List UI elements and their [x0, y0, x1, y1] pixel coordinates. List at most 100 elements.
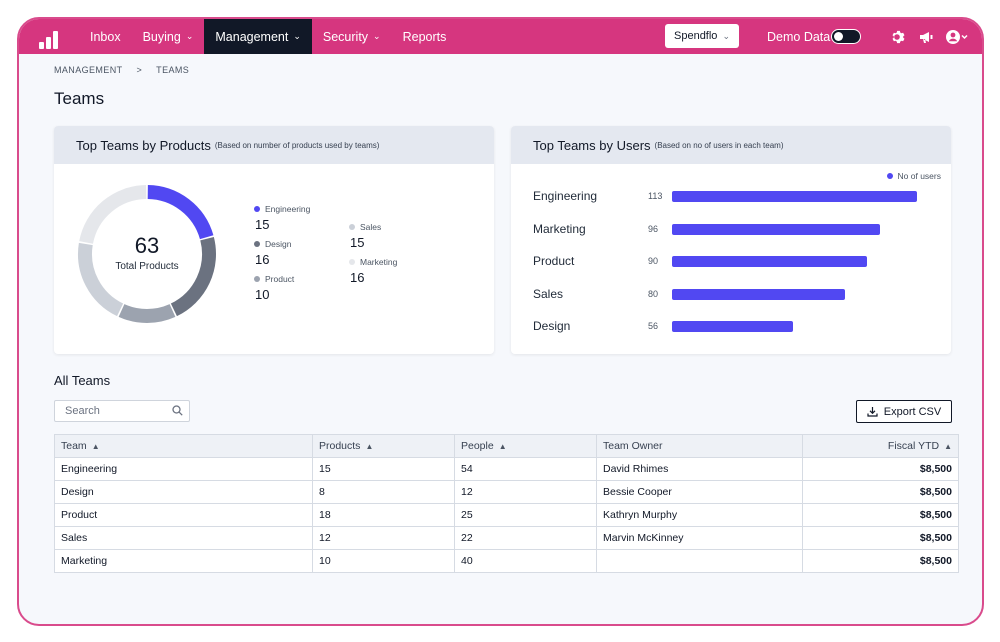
nav-management[interactable]: Management ⌄ [204, 19, 312, 54]
table-row[interactable]: Marketing 10 40 $8,500 [54, 549, 959, 573]
org-select[interactable]: Spendflo ⌄ [665, 24, 739, 48]
cell-products: 18 [312, 503, 455, 527]
cell-team-owner: Marvin McKinney [596, 526, 803, 550]
nav-reports[interactable]: Reports [392, 19, 458, 54]
users-card: Top Teams by Users (Based on no of users… [511, 126, 951, 354]
logo-icon[interactable] [39, 25, 63, 49]
legend-value: 16 [255, 252, 270, 267]
org-select-label: Spendflo [674, 30, 718, 42]
bar-row-engineering: Engineering 113 [533, 189, 933, 205]
cell-fiscal-ytd: $8,500 [802, 457, 959, 481]
donut-total-label: Total Products [115, 261, 179, 272]
donut-center: 63 Total Products [74, 233, 220, 272]
cell-team: Sales [54, 526, 313, 550]
cell-team-owner: David Rhimes [596, 457, 803, 481]
table-row[interactable]: Product 18 25 Kathryn Murphy $8,500 [54, 503, 959, 527]
slice-design [170, 236, 216, 317]
legend-dot [886, 173, 893, 179]
cell-products: 15 [312, 457, 455, 481]
column-label: Fiscal YTD [887, 440, 940, 452]
cell-products: 12 [312, 526, 455, 550]
legend-marketing: Marketing 16 [349, 257, 397, 285]
bar-design [672, 321, 794, 332]
table-row[interactable]: Design 8 12 Bessie Cooper $8,500 [54, 480, 959, 504]
legend-value: 10 [255, 287, 270, 302]
bar-row-product: Product 90 [533, 254, 933, 270]
column-label: Products [319, 440, 361, 452]
teams-table: Team ▲︎ Products ▲︎ People ▲︎ Team Owner Fi… [54, 434, 959, 573]
column-label: People [461, 440, 494, 452]
bar-product [672, 256, 868, 267]
cell-products: 10 [312, 549, 455, 573]
column-header-products[interactable]: Products ▲︎ [312, 434, 455, 458]
donut-total-value: 63 [134, 233, 160, 258]
breadcrumb-separator: > [136, 65, 143, 75]
demo-data-toggle[interactable] [831, 29, 861, 44]
cell-people: 22 [454, 526, 597, 550]
sort-icon[interactable]: ▲︎ [498, 442, 507, 451]
user-circle-icon[interactable] [945, 19, 969, 54]
bar-label: Marketing [533, 221, 586, 236]
bar-label: Engineering [533, 189, 598, 203]
search-icon[interactable] [172, 405, 183, 419]
table-row[interactable]: Engineering 15 54 David Rhimes $8,500 [54, 457, 959, 481]
nav-inbox[interactable]: Inbox [79, 19, 132, 54]
bar-marketing [672, 223, 881, 235]
products-card: Top Teams by Products (Based on number o… [54, 126, 494, 354]
sort-icon[interactable]: ▲︎ [91, 442, 100, 451]
column-header-team[interactable]: Team ▲︎ [54, 434, 313, 458]
gear-icon[interactable] [889, 19, 905, 54]
slice-engineering [147, 185, 214, 240]
export-csv-button[interactable]: Export CSV [856, 400, 952, 423]
cell-fiscal-ytd: $8,500 [802, 549, 959, 573]
cell-team: Product [54, 503, 313, 527]
nav-inbox-label: Inbox [90, 29, 121, 44]
slice-marketing [79, 185, 147, 245]
users-card-subtitle: (Based on no of users in each team) [654, 140, 784, 150]
bar-label: Product [533, 254, 575, 268]
legend-sales: Sales 15 [349, 222, 381, 250]
nav-buying[interactable]: Buying ⌄ [132, 19, 205, 54]
legend-value: 15 [255, 217, 270, 232]
column-header-people[interactable]: People ▲︎ [454, 434, 597, 458]
legend-label: Engineering [265, 204, 311, 214]
slice-product [118, 304, 176, 323]
legend-product: Product 10 [254, 274, 294, 302]
breadcrumb-teams: TEAMS [156, 65, 190, 75]
cell-team: Design [54, 480, 313, 504]
legend-dot [254, 276, 260, 282]
cell-team: Engineering [54, 457, 313, 481]
megaphone-icon[interactable] [918, 19, 934, 54]
nav-buying-label: Buying [142, 29, 181, 44]
products-donut-chart [78, 185, 216, 323]
column-label: Team Owner [603, 440, 663, 452]
products-card-header: Top Teams by Products (Based on number o… [54, 126, 494, 164]
legend-dot [254, 241, 260, 247]
sort-icon[interactable]: ▲︎ [944, 442, 952, 451]
page-title: Teams [54, 89, 105, 108]
nav-reports-label: Reports [402, 29, 447, 44]
legend-label: Sales [360, 222, 382, 232]
legend-dot [349, 259, 355, 265]
bar-value-label: 80 [648, 288, 659, 299]
cell-team-owner [596, 549, 803, 573]
cell-team-owner: Bessie Cooper [596, 480, 803, 504]
breadcrumb-management[interactable]: MANAGEMENT [54, 65, 123, 75]
users-chart-legend: No of users [886, 171, 941, 181]
search-input[interactable] [65, 405, 165, 417]
sort-icon[interactable]: ▲︎ [365, 442, 374, 451]
legend-design: Design 16 [254, 239, 291, 267]
nav-management-label: Management [215, 29, 289, 44]
legend-dot [349, 224, 355, 230]
bar-value-label: 56 [648, 321, 659, 331]
cell-fiscal-ytd: $8,500 [802, 503, 959, 527]
demo-data-label: Demo Data [767, 29, 831, 44]
table-row[interactable]: Sales 12 22 Marvin McKinney $8,500 [54, 526, 959, 550]
chevron-down-icon: ⌄ [373, 31, 381, 41]
legend-label: Marketing [360, 257, 398, 267]
legend-dot [254, 206, 260, 212]
legend-label: No of users [897, 171, 941, 181]
nav-security[interactable]: Security ⌄ [312, 19, 392, 54]
legend-label: Product [265, 274, 295, 284]
column-header-fiscal-ytd[interactable]: Fiscal YTD ▲︎ [802, 434, 959, 458]
